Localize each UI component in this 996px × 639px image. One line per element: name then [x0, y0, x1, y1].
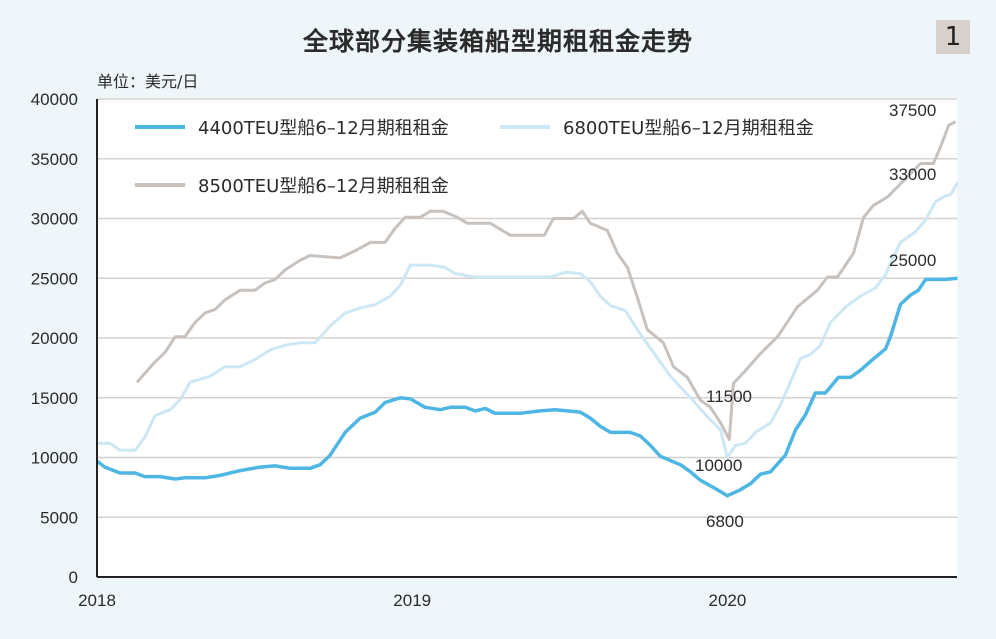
y-tick-label: 10000	[31, 449, 78, 468]
series-line-6800teu	[97, 181, 959, 459]
x-tick-label: 2018	[78, 591, 116, 610]
series-line-4400teu	[95, 276, 958, 498]
y-tick-label: 5000	[40, 508, 78, 527]
x-tick-label: 2020	[708, 591, 746, 610]
annotation-4400-min: 6800	[706, 512, 744, 531]
figure-number-badge: 1	[936, 20, 970, 54]
x-tick-label: 2019	[393, 591, 431, 610]
y-tick-label: 20000	[31, 329, 78, 348]
series-line-8500teu	[135, 120, 957, 442]
y-tick-label: 40000	[31, 90, 78, 109]
y-tick-label: 0	[69, 568, 78, 587]
annotation-6800-min: 10000	[695, 456, 743, 475]
y-tick-label: 35000	[31, 150, 78, 169]
annotation-8500-min: 11500	[706, 387, 753, 406]
y-tick-label: 25000	[31, 269, 78, 288]
legend-label: 4400TEU型船6–12月期租租金	[198, 118, 449, 139]
chart-title: 全球部分集装箱船型期租租金走势	[302, 27, 693, 56]
annotation-8500-end: 37500	[889, 101, 937, 120]
annotation-6800-end: 33000	[889, 165, 937, 184]
legend-label: 8500TEU型船6–12月期租租金	[198, 176, 449, 197]
y-tick-label: 30000	[31, 210, 78, 229]
annotation-4400-end: 25000	[889, 251, 937, 270]
unit-label: 单位：美元/日	[97, 72, 199, 91]
y-tick-label: 15000	[31, 389, 78, 408]
legend-label: 6800TEU型船6–12月期租租金	[563, 118, 814, 139]
